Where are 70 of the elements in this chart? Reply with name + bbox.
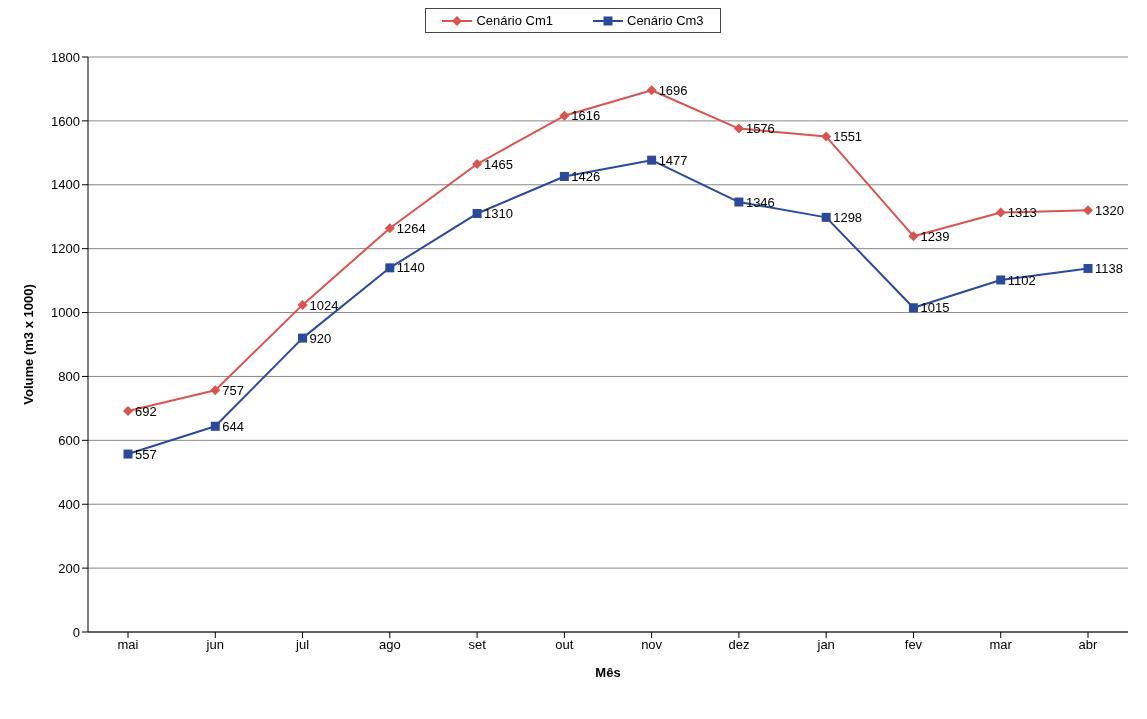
x-tick-label: nov (641, 637, 663, 653)
data-label: 757 (222, 382, 244, 398)
y-tick-label: 1800 (51, 49, 80, 65)
x-tick-label: ago (378, 637, 401, 653)
point (733, 123, 744, 134)
data-label: 1239 (920, 228, 950, 244)
data-label: 644 (222, 418, 244, 434)
data-label: 1465 (484, 156, 514, 172)
point (1083, 205, 1093, 216)
point (559, 171, 569, 181)
x-tick-label: fev (904, 637, 923, 653)
y-tick-label: 200 (58, 560, 80, 576)
y-tick-label: 400 (58, 496, 80, 512)
x-axis-title: Mês (595, 665, 621, 680)
x-tick-label: mai (117, 637, 139, 653)
x-tick-label: out (555, 637, 574, 653)
y-tick-label: 1200 (51, 241, 80, 257)
y-tick-label: 600 (58, 432, 80, 448)
data-label: 1696 (658, 82, 688, 98)
x-tick-label: abr (1078, 637, 1099, 653)
point (995, 207, 1006, 218)
point (210, 421, 220, 431)
legend-label: Cenário Cm1 (476, 13, 553, 28)
point (472, 209, 482, 219)
data-label: 1015 (920, 300, 950, 316)
point (1083, 263, 1093, 273)
point (123, 405, 133, 416)
point (908, 231, 919, 242)
data-label: 1310 (484, 206, 514, 222)
data-label: 1264 (396, 220, 426, 236)
x-tick-label: jun (205, 637, 224, 653)
data-label: 920 (309, 330, 332, 346)
y-tick-label: 1000 (51, 305, 80, 321)
y-tick-label: 0 (72, 624, 80, 640)
point (647, 155, 657, 165)
data-label: 557 (135, 446, 157, 462)
y-axis-title: Volume (m3 x 1000) (20, 284, 36, 405)
point (384, 223, 395, 234)
data-label: 1298 (833, 209, 863, 225)
point (734, 197, 744, 207)
point (996, 275, 1006, 285)
point (821, 212, 831, 222)
point (821, 131, 832, 142)
point (646, 85, 657, 96)
data-label: 1320 (1095, 202, 1124, 218)
y-tick-label: 1600 (51, 113, 80, 129)
point (472, 159, 483, 170)
point (297, 299, 308, 310)
point (908, 303, 918, 313)
point (298, 333, 308, 343)
data-label: 1477 (658, 152, 688, 168)
data-label: 1140 (396, 260, 425, 276)
point (210, 385, 221, 396)
x-tick-label: dez (728, 637, 750, 653)
data-label: 1426 (571, 169, 601, 185)
data-label: 1138 (1095, 261, 1123, 277)
data-label: 692 (135, 403, 157, 419)
point (123, 449, 133, 459)
data-label: 1616 (571, 108, 601, 124)
x-tick-label: mar (989, 637, 1013, 653)
x-tick-label: jan (816, 637, 835, 653)
data-label: 1024 (309, 297, 339, 313)
y-tick-label: 1400 (51, 177, 80, 193)
point (385, 263, 395, 273)
legend-label: Cenário Cm3 (627, 13, 704, 28)
point (559, 110, 570, 121)
x-tick-label: jul (295, 637, 310, 653)
x-tick-label: set (468, 637, 487, 653)
data-label: 1551 (833, 129, 863, 145)
y-tick-label: 800 (58, 369, 80, 385)
